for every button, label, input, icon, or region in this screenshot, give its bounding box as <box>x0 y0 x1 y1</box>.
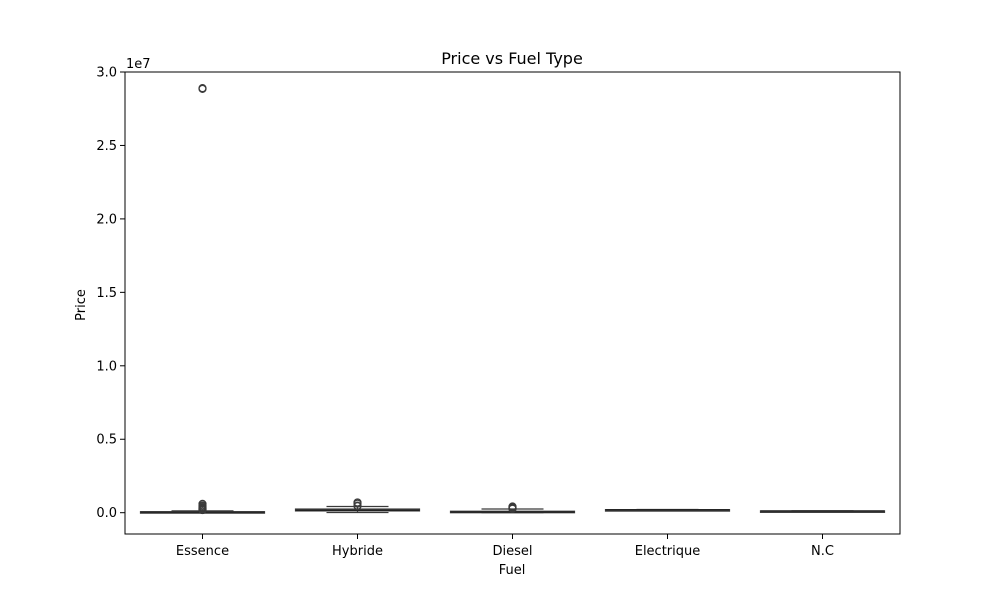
box-diesel <box>449 502 576 514</box>
y-axis-label: Price <box>74 289 89 321</box>
outlier-point <box>353 501 362 511</box>
plot-frame <box>124 71 901 535</box>
outlier-point <box>198 84 207 93</box>
x-axis-label: Fuel <box>499 563 526 578</box>
y-tick-label: 1.5 <box>96 286 117 301</box>
y-tick-label: 0.5 <box>96 433 117 448</box>
plot-area <box>139 84 886 515</box>
y-tick-label: 2.5 <box>96 139 117 154</box>
x-tick-label: Essence <box>176 544 229 559</box>
box-electrique <box>604 508 731 512</box>
chart-title: Price vs Fuel Type <box>441 49 583 68</box>
x-tick-label: N.C <box>811 544 834 559</box>
box-n-c <box>759 510 886 513</box>
box-essence <box>139 84 266 515</box>
y-axis-offset-label: 1e7 <box>126 57 151 72</box>
y-tick-label: 3.0 <box>96 66 117 81</box>
box-hybride <box>294 498 421 514</box>
x-tick-label: Electrique <box>635 544 701 559</box>
y-tick-label: 0.0 <box>96 506 117 521</box>
x-tick-label: Diesel <box>492 544 532 559</box>
x-tick-label: Hybride <box>332 544 383 559</box>
y-tick-label: 2.0 <box>96 212 117 227</box>
outlier-point <box>508 504 517 513</box>
outlier-point <box>198 505 207 515</box>
y-tick-label: 1.0 <box>96 359 117 374</box>
